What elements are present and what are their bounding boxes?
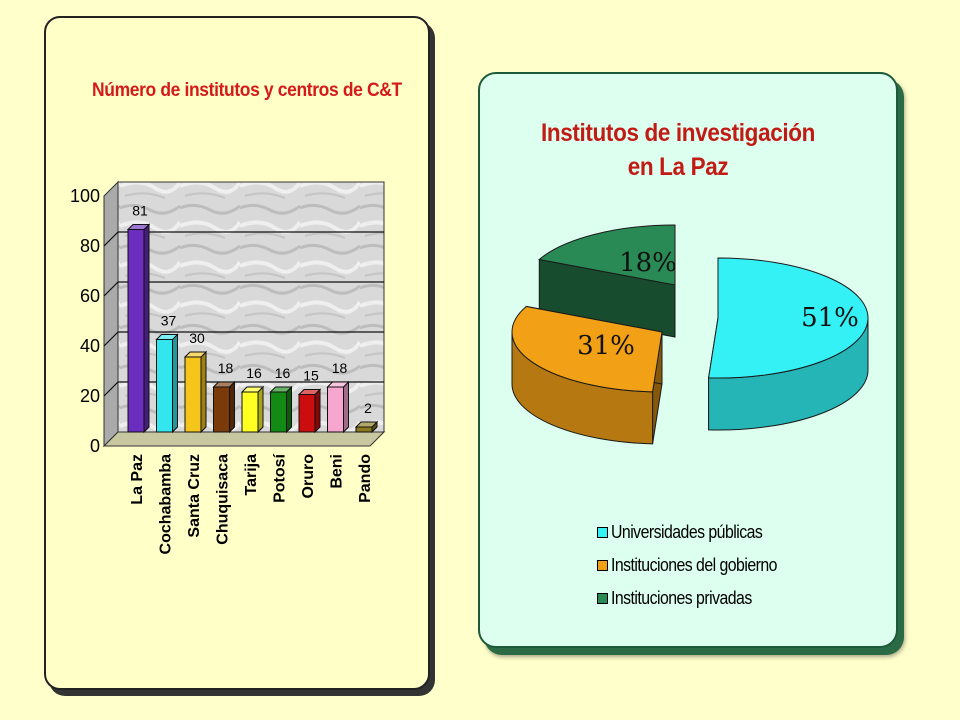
pie-slice-privadas-label: 18% bbox=[619, 248, 677, 278]
pie-legend: Universidades públicas Instituciones del… bbox=[597, 516, 800, 615]
x-category-label: Tarija bbox=[243, 454, 260, 496]
bar-top bbox=[183, 351, 208, 358]
x-category-label: Pando bbox=[357, 454, 374, 503]
bar-data-label: 15 bbox=[303, 368, 319, 384]
x-category-label: Chuquisaca bbox=[215, 454, 232, 545]
x-category-label: Cochabamba bbox=[158, 454, 175, 555]
bar-data-label: 30 bbox=[189, 330, 205, 346]
pie-title-line-2: en La Paz bbox=[627, 153, 729, 181]
legend-label-universidades: Universidades públicas bbox=[611, 522, 763, 542]
bar-top bbox=[212, 381, 236, 388]
bar-top bbox=[297, 389, 322, 395]
bar-floor bbox=[102, 431, 386, 447]
legend-item-gobierno: Instituciones del gobierno bbox=[597, 549, 800, 582]
pie-title-line-1: Institutos de investigación bbox=[540, 119, 816, 147]
bar-gridline-side bbox=[103, 331, 119, 347]
bar-top bbox=[269, 386, 293, 393]
bar-data-label: 18 bbox=[218, 360, 234, 376]
legend-swatch-gobierno bbox=[597, 560, 608, 571]
bar-gridline-side bbox=[103, 281, 119, 297]
bar-data-label: 2 bbox=[364, 400, 372, 416]
pie-slice-privadas bbox=[538, 224, 676, 286]
bar-gridline-side bbox=[103, 231, 119, 247]
bar-data-label: 37 bbox=[161, 313, 177, 329]
x-category-label: Potosí bbox=[272, 453, 289, 502]
legend-swatch-privadas bbox=[597, 593, 608, 604]
y-tick-label: 20 bbox=[80, 386, 100, 406]
bar-top bbox=[354, 421, 379, 428]
legend-item-privadas: Instituciones privadas bbox=[597, 582, 800, 615]
bar-data-label: 81 bbox=[132, 203, 148, 219]
y-tick-label: 0 bbox=[90, 436, 100, 456]
y-tick-label: 80 bbox=[80, 236, 100, 256]
legend-label-privadas: Instituciones privadas bbox=[611, 588, 752, 608]
y-tick-label: 100 bbox=[70, 186, 100, 206]
bar-top bbox=[126, 224, 151, 230]
pie-chart-title: Institutos de investigación en La Paz bbox=[498, 116, 858, 184]
pie-slice-gobierno bbox=[511, 305, 663, 393]
bar-chart-title: Número de institutos y centros de C&T bbox=[92, 80, 402, 101]
bar-top bbox=[155, 334, 179, 340]
pie-slice-universidades bbox=[707, 257, 869, 379]
pie-slice-gobierno-label: 31% bbox=[577, 331, 635, 361]
bar-gridline-side bbox=[103, 381, 119, 397]
legend-swatch-universidades bbox=[597, 527, 608, 538]
legend-label-gobierno: Instituciones del gobierno bbox=[611, 555, 777, 575]
bar-data-label: 16 bbox=[246, 365, 262, 381]
bar-top bbox=[240, 386, 265, 393]
x-category-label: Santa Cruz bbox=[186, 454, 203, 538]
x-category-label: Beni bbox=[329, 454, 346, 489]
x-category-label: Oruro bbox=[300, 454, 317, 499]
bar-data-label: 16 bbox=[275, 365, 291, 381]
bar-top bbox=[326, 381, 350, 388]
legend-item-universidades: Universidades públicas bbox=[597, 516, 800, 549]
bar-data-label: 18 bbox=[332, 360, 348, 376]
x-category-label: La Paz bbox=[129, 454, 146, 505]
y-tick-label: 60 bbox=[80, 286, 100, 306]
pie-slice-universidades-label: 51% bbox=[801, 303, 859, 333]
y-tick-label: 40 bbox=[80, 336, 100, 356]
